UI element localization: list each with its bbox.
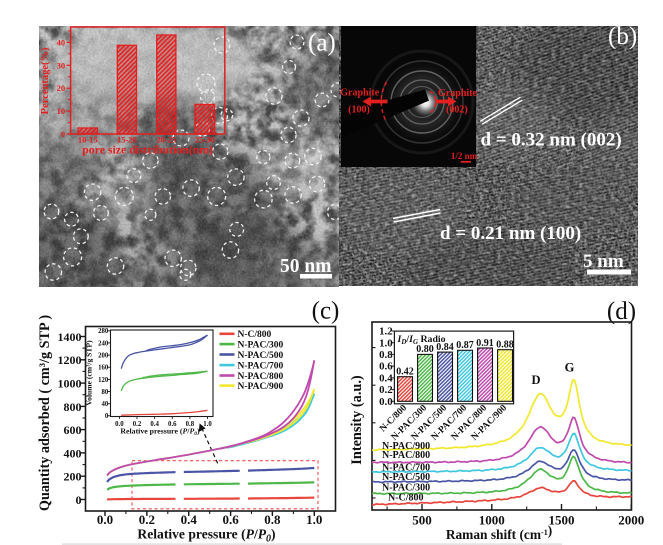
svg-text:N-PAC/800: N-PAC/800 [382,450,430,461]
svg-text:G: G [565,361,575,375]
svg-text:1/2 nm: 1/2 nm [451,151,478,161]
svg-text:0.2: 0.2 [133,421,142,428]
svg-text:D: D [531,373,540,387]
svg-text:N-PAC/500: N-PAC/500 [238,351,284,361]
svg-text:1.0: 1.0 [379,337,393,349]
svg-text:600: 600 [64,423,82,437]
svg-text:200: 200 [64,470,82,484]
svg-text:0.87: 0.87 [456,340,474,351]
svg-text:1.0: 1.0 [203,421,212,428]
svg-text:0.0: 0.0 [379,396,393,408]
svg-text:1000: 1000 [479,513,505,528]
svg-text:40: 40 [57,37,66,47]
svg-text:N-PAC/800: N-PAC/800 [238,372,284,382]
svg-text:Relative pressure (P/P0): Relative pressure (P/P0) [137,527,275,545]
svg-text:N-PAC/300: N-PAC/300 [238,340,284,350]
svg-text:800: 800 [64,400,82,414]
svg-text:0: 0 [61,129,65,139]
svg-text:15-20: 15-20 [117,135,137,145]
svg-text:(c): (c) [312,298,340,325]
svg-text:N-PAC/900: N-PAC/900 [382,441,430,452]
svg-text:1.2: 1.2 [379,326,393,338]
svg-text:N-C/800: N-C/800 [238,330,272,340]
svg-text:(a): (a) [308,30,336,57]
svg-text:Raman shift (cm-1): Raman shift (cm-1) [446,523,552,542]
svg-text:20-25: 20-25 [156,135,176,145]
svg-text:0.84: 0.84 [436,342,454,353]
svg-text:1.0: 1.0 [306,512,322,527]
svg-text:1000: 1000 [58,377,82,391]
svg-text:0.6: 0.6 [379,361,393,373]
svg-text:Graphite: Graphite [340,88,379,99]
svg-text:2000: 2000 [618,513,644,528]
svg-text:0: 0 [76,493,82,507]
svg-text:0.4: 0.4 [181,512,198,527]
svg-text:N-PAC/500: N-PAC/500 [382,472,430,483]
svg-text:280: 280 [98,328,109,335]
svg-text:Volume (cm³/g STP): Volume (cm³/g STP) [85,340,94,406]
svg-text:N-PAC/900: N-PAC/900 [238,382,284,392]
svg-text:0.88: 0.88 [496,340,514,351]
svg-text:(002): (002) [446,105,468,116]
svg-text:10: 10 [57,106,66,116]
svg-text:50 nm: 50 nm [280,256,331,277]
svg-text:ID/IG Radio: ID/IG Radio [397,334,446,346]
svg-text:240: 240 [98,340,109,347]
svg-text:0.8: 0.8 [186,421,195,428]
svg-text:N-C/800: N-C/800 [388,492,424,503]
svg-text:N-PAC/700: N-PAC/700 [238,361,284,371]
svg-text:0.42: 0.42 [396,367,414,378]
svg-text:pore size distribution(nm): pore size distribution(nm) [82,143,213,157]
svg-text:20: 20 [57,83,66,93]
svg-text:0.91: 0.91 [476,338,494,349]
svg-text:Percentage(%): Percentage(%) [40,47,51,114]
svg-text:0.6: 0.6 [168,421,177,428]
svg-text:0.0: 0.0 [115,421,124,428]
svg-text:0.4: 0.4 [379,373,393,385]
svg-text:Relative pressure (P/P0): Relative pressure (P/P0) [120,427,200,438]
svg-text:Graphite: Graphite [438,88,477,99]
svg-text:d = 0.21 nm (100): d = 0.21 nm (100) [440,223,581,244]
svg-text:1500: 1500 [549,513,575,528]
svg-text:(100): (100) [348,105,370,116]
svg-text:500: 500 [412,513,432,528]
svg-text:0.4: 0.4 [150,421,159,428]
svg-text:25-30: 25-30 [195,135,215,145]
svg-text:400: 400 [64,446,82,460]
svg-text:0.0: 0.0 [97,512,113,527]
svg-text:160: 160 [98,365,109,372]
svg-text:0.80: 0.80 [416,344,434,355]
svg-text:10-15: 10-15 [78,135,98,145]
svg-text:(d): (d) [607,298,636,325]
svg-text:5 nm: 5 nm [583,251,624,272]
svg-text:(b): (b) [608,26,637,50]
svg-text:Quantity adsorbed ( cm³/g STP: Quantity adsorbed ( cm³/g STP ) [37,315,53,511]
svg-text:40: 40 [102,401,109,408]
svg-text:0.2: 0.2 [139,512,155,527]
svg-text:200: 200 [98,353,109,360]
svg-text:0.8: 0.8 [379,349,393,361]
svg-text:Intensity (a.u.): Intensity (a.u.) [349,375,365,465]
svg-text:1200: 1200 [58,353,82,367]
svg-text:120: 120 [98,377,109,384]
svg-text:0.6: 0.6 [222,512,239,527]
svg-text:N-PAC/300: N-PAC/300 [382,482,430,493]
svg-text:1400: 1400 [58,330,82,344]
svg-text:30: 30 [57,60,66,70]
svg-text:80: 80 [102,389,109,396]
svg-text:d = 0.32 nm (002): d = 0.32 nm (002) [481,130,622,151]
svg-text:0: 0 [105,413,109,420]
svg-text:N-PAC/700: N-PAC/700 [382,462,430,473]
svg-text:0.8: 0.8 [264,512,281,527]
svg-text:0.2: 0.2 [379,384,393,396]
